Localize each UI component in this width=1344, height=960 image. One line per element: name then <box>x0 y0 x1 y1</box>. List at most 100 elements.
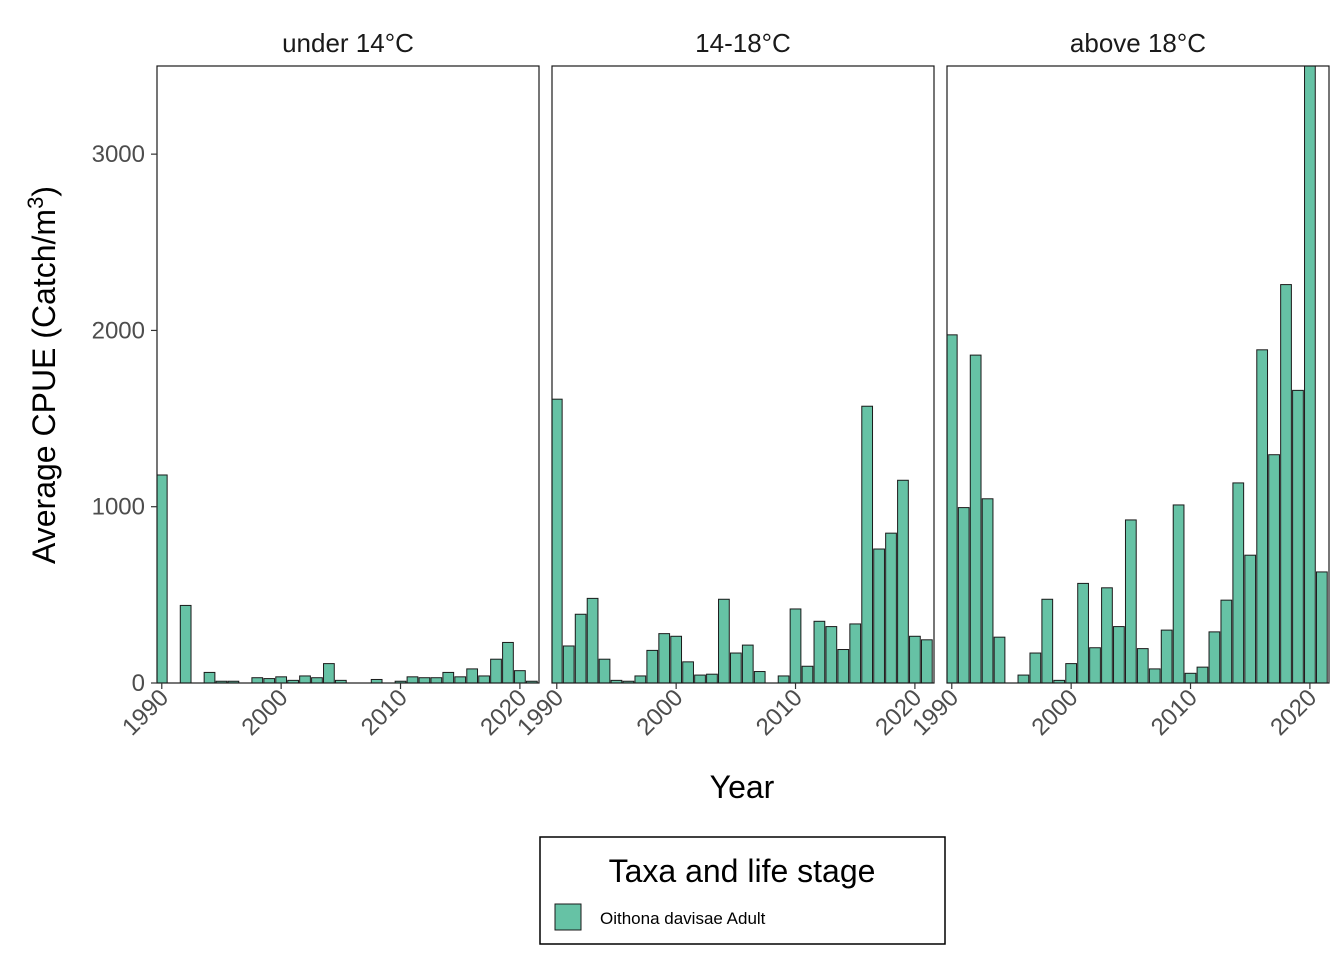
y-tick-label-3000: 3000 <box>92 141 145 168</box>
bar-1993 <box>586 597 599 683</box>
bar-2005 <box>729 652 742 683</box>
y-tick-label-0: 0 <box>132 670 145 697</box>
bar-2012 <box>1208 631 1221 683</box>
y-axis-label-suffix: ) <box>26 186 62 197</box>
bar-1991 <box>957 507 970 683</box>
bar-2003 <box>706 673 718 683</box>
x-tick-label-2000: 2000 <box>237 684 294 741</box>
x-tick-label-2010: 2010 <box>751 684 808 741</box>
bar-2012 <box>813 620 826 683</box>
legend: Taxa and life stage Oithona davisae Adul… <box>539 836 946 945</box>
bar-2003 <box>1101 587 1113 683</box>
bar-2010 <box>1184 672 1197 683</box>
bar-1998 <box>1041 598 1054 683</box>
chart-panels: under 14°C 1990 2000 2010 2020 0 1000 2000 3000 1… <box>92 28 1330 741</box>
y-axis-label-superscript: 3 <box>23 197 48 209</box>
bar-2007 <box>753 671 766 683</box>
bar-2001 <box>682 661 694 683</box>
x-tick-label-1990: 1990 <box>117 684 174 741</box>
bar-1990 <box>157 474 168 683</box>
x-tick-label-2000: 2000 <box>1027 684 1084 741</box>
bar-2014 <box>1232 482 1245 683</box>
bar-1994 <box>598 658 611 683</box>
bar-2001 <box>1077 582 1089 683</box>
x-tick-label-2020: 2020 <box>1265 684 1322 741</box>
bar-2013 <box>1220 599 1233 683</box>
bar-2011 <box>801 665 814 683</box>
bar-2005 <box>1124 519 1137 683</box>
bar-2014 <box>837 649 850 683</box>
bar-2016 <box>466 668 479 683</box>
y-tick-label-2000: 2000 <box>92 317 145 344</box>
bar-2004 <box>718 598 730 683</box>
bar-2017 <box>873 548 885 683</box>
bar-2000 <box>670 635 683 683</box>
bar-1992 <box>969 354 982 683</box>
bars-under-14-c <box>157 474 538 683</box>
bar-2019 <box>1292 389 1304 683</box>
bar-1992 <box>179 604 192 683</box>
bar-1992 <box>574 613 587 683</box>
bar-1999 <box>263 678 276 683</box>
bar-1990 <box>552 398 563 683</box>
bar-1994 <box>203 671 216 683</box>
bar-2000 <box>275 676 288 683</box>
bar-2009 <box>1172 504 1185 683</box>
bar-1999 <box>658 633 671 683</box>
bar-1993 <box>981 498 994 683</box>
bar-2013 <box>825 626 838 683</box>
bar-2007 <box>1148 668 1161 683</box>
bar-1996 <box>1017 674 1030 683</box>
bar-2012 <box>418 677 431 683</box>
y-axis-label: Average CPUE (Catch/m3) <box>23 186 62 564</box>
bar-2015 <box>454 676 467 683</box>
panel-title-under-14-c: under 14°C <box>282 28 414 58</box>
bar-2018 <box>885 532 897 683</box>
bar-2019 <box>897 479 909 683</box>
x-axis-label: Year <box>710 769 775 805</box>
bar-1997 <box>1029 652 1042 683</box>
bar-2016 <box>861 405 874 683</box>
bar-2021 <box>1315 571 1328 683</box>
bar-2021 <box>920 639 933 683</box>
bar-2020 <box>514 670 526 683</box>
bar-2020 <box>909 635 921 683</box>
bar-1997 <box>634 675 647 683</box>
bar-2006 <box>1136 648 1149 683</box>
bar-1991 <box>562 645 575 683</box>
bar-1998 <box>251 677 264 683</box>
bar-2017 <box>1268 454 1280 683</box>
x-tick-label-2010: 2010 <box>1146 684 1203 741</box>
bar-2006 <box>741 644 754 683</box>
bar-2018 <box>490 658 502 683</box>
bar-1990 <box>947 334 958 683</box>
bar-2010 <box>789 608 802 683</box>
x-tick-label-2000: 2000 <box>632 684 689 741</box>
bar-2013 <box>430 677 443 683</box>
bar-2000 <box>1065 663 1078 683</box>
legend-title: Taxa and life stage <box>609 853 876 889</box>
bars-14-18-c <box>552 398 933 683</box>
panel-border <box>946 65 1330 684</box>
y-axis-label-main: Average CPUE (Catch/m <box>26 209 62 564</box>
bar-2019 <box>502 641 514 683</box>
bar-2002 <box>299 675 311 683</box>
legend-key-oithona-davisae-adult <box>554 903 582 931</box>
panel-border <box>156 65 540 684</box>
bar-2015 <box>1244 554 1257 683</box>
bar-2018 <box>1280 284 1292 683</box>
bar-2008 <box>1160 629 1173 683</box>
bar-2002 <box>694 674 706 683</box>
bars-above-18-c <box>947 66 1328 683</box>
bar-2014 <box>442 671 455 683</box>
bar-2011 <box>1196 666 1209 683</box>
bar-2015 <box>849 623 862 683</box>
bar-2003 <box>311 677 323 683</box>
panel-title-above-18-c: above 18°C <box>1070 28 1206 58</box>
bar-2011 <box>406 676 419 683</box>
y-tick-label-1000: 1000 <box>92 494 145 521</box>
